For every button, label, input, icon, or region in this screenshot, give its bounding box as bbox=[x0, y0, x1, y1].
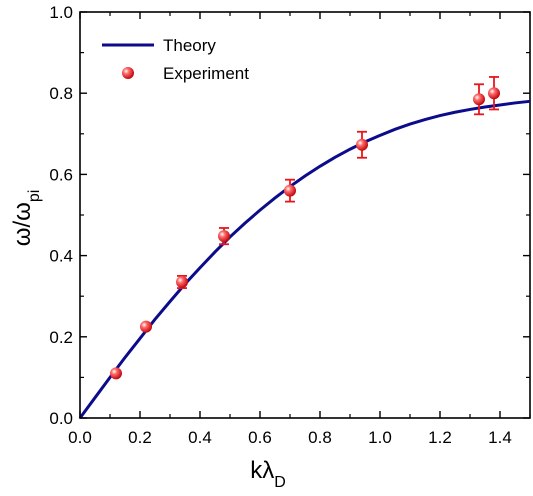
x-tick-label: 0.2 bbox=[128, 428, 152, 447]
x-tick-label: 1.4 bbox=[488, 428, 512, 447]
legend-experiment-label: Experiment bbox=[163, 64, 249, 83]
plot-frame bbox=[79, 11, 531, 419]
y-axis-label: ω/ωpi bbox=[9, 190, 43, 247]
experiment-point bbox=[284, 184, 296, 197]
x-axis-label-main: kλ bbox=[250, 457, 274, 484]
y-tick-label: 0.6 bbox=[49, 165, 73, 184]
legend: Theory Experiment bbox=[102, 36, 249, 83]
x-tick-label: 0.0 bbox=[68, 428, 92, 447]
experiment-point bbox=[473, 93, 485, 106]
x-tick-label: 0.6 bbox=[248, 428, 272, 447]
experiment-point bbox=[356, 138, 368, 151]
x-tick-label: 0.4 bbox=[188, 428, 212, 447]
y-tick-label: 0.0 bbox=[49, 409, 73, 428]
experiment-point bbox=[176, 275, 188, 288]
experiment-point bbox=[488, 87, 500, 100]
x-tick-label: 1.0 bbox=[368, 428, 392, 447]
experiment-point bbox=[110, 367, 122, 380]
y-tick-label: 0.2 bbox=[49, 328, 73, 347]
x-axis-ticks: 0.0 0.2 0.4 0.6 0.8 1.0 1.2 1.4 bbox=[68, 12, 531, 447]
x-axis-label: kλD bbox=[250, 457, 286, 491]
y-tick-label: 0.4 bbox=[49, 247, 73, 266]
experiment-point bbox=[218, 230, 230, 243]
experiment-point bbox=[140, 320, 152, 333]
x-axis-label-subscript: D bbox=[274, 474, 286, 491]
theory-curve bbox=[78, 99, 531, 419]
legend-experiment-marker bbox=[122, 67, 134, 79]
y-axis-ticks: 0.0 0.2 0.4 0.6 0.8 1.0 bbox=[49, 3, 530, 428]
plot-area bbox=[78, 11, 531, 419]
legend-theory-label: Theory bbox=[163, 36, 216, 55]
y-axis-label-main: ω/ω bbox=[9, 202, 36, 246]
x-tick-label: 0.8 bbox=[308, 428, 332, 447]
x-tick-label: 1.2 bbox=[428, 428, 452, 447]
y-tick-label: 0.8 bbox=[49, 84, 73, 103]
y-tick-label: 1.0 bbox=[49, 3, 73, 22]
y-axis-label-subscript: pi bbox=[26, 190, 43, 202]
